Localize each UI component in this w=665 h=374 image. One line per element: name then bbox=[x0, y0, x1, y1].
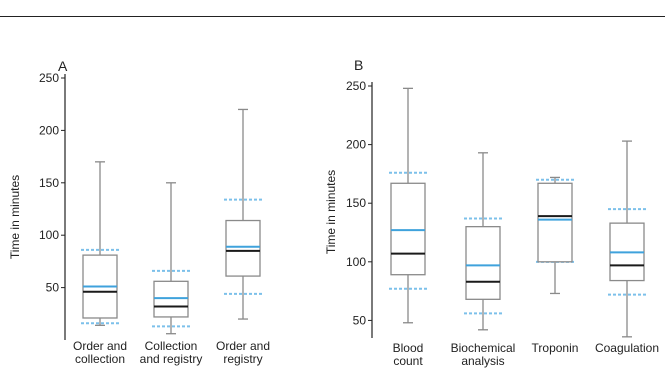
y-tick-label: 200 bbox=[346, 138, 366, 152]
category-label: Order and registry bbox=[216, 339, 270, 366]
y-tick-label: 50 bbox=[353, 313, 367, 327]
box-1: Order and collection bbox=[73, 161, 127, 366]
panel-B: B Time in minutes 50 100 150 200 250 Blood count… bbox=[324, 57, 659, 368]
box-iqr bbox=[153, 280, 189, 318]
box-iqr bbox=[465, 226, 501, 300]
box-3: Troponin bbox=[532, 176, 579, 355]
category-label: Coagulation bbox=[595, 341, 659, 355]
category-label: Biochemical analysis bbox=[451, 341, 516, 368]
y-tick-label: 50 bbox=[46, 281, 60, 295]
box-iqr bbox=[225, 219, 261, 277]
category-label: Troponin bbox=[532, 341, 579, 355]
box-iqr bbox=[537, 182, 573, 263]
category-label: Order and collection bbox=[73, 339, 127, 366]
box-3: Order and registry bbox=[216, 108, 270, 366]
y-axis-title: Time in minutes bbox=[8, 175, 22, 259]
box-2: Collection and registry bbox=[140, 182, 203, 366]
box-2: Biochemical analysis bbox=[451, 152, 516, 368]
y-tick-label: 100 bbox=[39, 228, 59, 242]
y-axis-title: Time in minutes bbox=[324, 170, 338, 254]
y-tick-label: 250 bbox=[346, 79, 366, 93]
panel-letter: B bbox=[354, 57, 363, 73]
box-iqr bbox=[390, 182, 426, 276]
top-rule bbox=[0, 16, 665, 17]
y-tick-label: 250 bbox=[39, 71, 59, 85]
category-label: Collection and registry bbox=[140, 339, 203, 366]
panel-letter: A bbox=[58, 58, 68, 74]
box-4: Coagulation bbox=[595, 140, 659, 355]
category-label: Blood count bbox=[393, 341, 424, 368]
y-tick-label: 200 bbox=[39, 123, 59, 137]
panel-A: A Time in minutes 50 100 150 200 250 Order and c… bbox=[8, 58, 270, 366]
y-tick-label: 150 bbox=[39, 176, 59, 190]
y-tick-label: 100 bbox=[346, 255, 366, 269]
box-1: Blood count bbox=[389, 87, 427, 368]
y-tick-label: 150 bbox=[346, 196, 366, 210]
